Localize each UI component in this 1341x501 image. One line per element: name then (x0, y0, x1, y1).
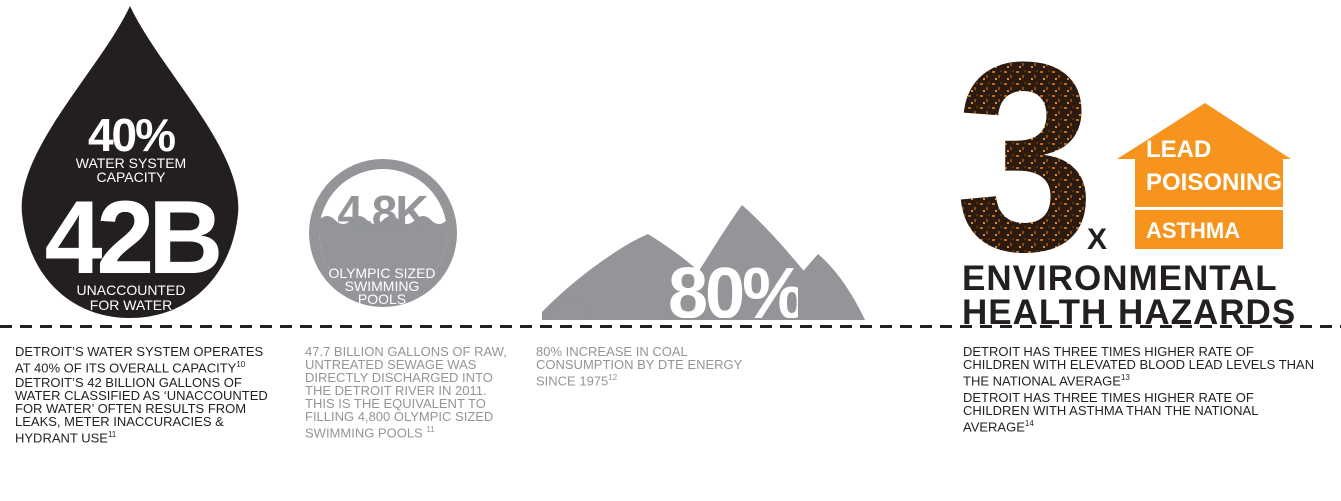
env-title-line1: ENVIRONMENTAL (962, 259, 1278, 298)
water-capacity-caption: Detroit’s water system operates at 40% o… (15, 345, 275, 374)
sewage-caption: 47.7 billion gallons of raw, untreated s… (305, 345, 515, 439)
coal-piles-icon (542, 205, 865, 320)
unaccounted-water-value: 42B (44, 180, 224, 296)
unaccounted-label-line2: FOR WATER (89, 297, 173, 313)
footnote-ref: 12 (608, 373, 618, 382)
footnote-ref: 14 (1024, 419, 1034, 428)
unaccounted-label-line1: UNACCOUNTED (76, 282, 186, 298)
footnote-ref: 13 (1120, 373, 1130, 382)
footnote-ref: 10 (236, 360, 246, 369)
pools-label: OLYMPIC SIZED SWIMMING POOLS (318, 265, 446, 307)
coal-increase-value: 80% (668, 258, 798, 318)
asthma-caption: Detroit has three times higher rate of c… (963, 391, 1323, 433)
hazard-lead-line2: POISONING (1146, 169, 1283, 196)
number-three-graphic: 3 (955, 45, 1095, 255)
unaccounted-water-label: UNACCOUNTED FOR WATER (66, 283, 196, 313)
multiplier-three: 3 (955, 45, 1095, 255)
dashed-divider (0, 325, 1341, 328)
water-capacity-label-line1: WATER SYSTEM (75, 155, 187, 171)
coal-caption-text: 80% increase in coal consumption by DTE … (536, 344, 743, 389)
lead-caption: Detroit has three times higher rate of c… (963, 345, 1323, 387)
unaccounted-water-caption: Detroit’s 42 billion gallons of water cl… (15, 376, 275, 444)
pools-label-line1: OLYMPIC SIZED (328, 265, 436, 281)
swimming-pool-icon (309, 159, 457, 307)
pools-value: 4.8K (337, 186, 428, 238)
pools-label-line2: SWIMMING (344, 278, 420, 294)
pools-label-line3: POOLS (357, 291, 407, 307)
sewage-caption-text: 47.7 billion gallons of raw, untreated s… (305, 344, 507, 441)
multiplier-x: X (1087, 223, 1108, 256)
water-drop-icon (21, 6, 239, 318)
hazard-lead-line1: LEAD (1146, 136, 1212, 163)
water-capacity-label: WATER SYSTEM CAPACITY (66, 156, 196, 184)
asthma-caption-text: Detroit has three times higher rate of c… (963, 390, 1258, 435)
coal-caption: 80% increase in coal consumption by DTE … (536, 345, 766, 387)
footnote-ref: 11 (426, 425, 435, 434)
water-capacity-label-line2: CAPACITY (96, 169, 166, 185)
hazard-asthma: ASTHMA (1146, 218, 1241, 243)
footnote-ref: 11 (107, 430, 117, 439)
env-title-line2: HEALTH HAZARDS (962, 293, 1297, 332)
water-capacity-caption-text: Detroit’s water system operates at 40% o… (15, 344, 264, 376)
lead-caption-text: Detroit has three times higher rate of c… (963, 344, 1315, 389)
water-capacity-value: 40% (87, 109, 176, 161)
house-icon (1117, 103, 1291, 249)
unaccounted-water-caption-text: Detroit’s 42 billion gallons of water cl… (15, 375, 268, 446)
